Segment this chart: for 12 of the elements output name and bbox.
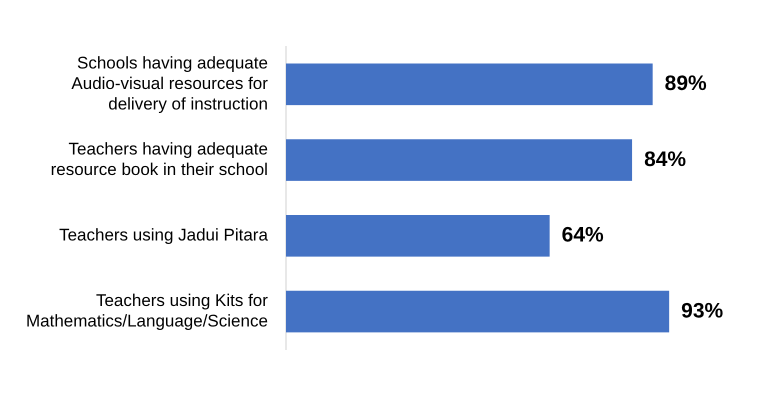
- data-label: 89%: [664, 72, 708, 96]
- data-label: 64%: [562, 224, 604, 247]
- y-tick-label: Teachers having adequate resource book in their school: [50, 140, 268, 179]
- y-tick-label: Schools having adequate Audio-visual resources for delivery of instruction: [71, 54, 268, 114]
- bar: [286, 139, 632, 181]
- data-label: 84%: [644, 148, 686, 171]
- bar: [286, 214, 550, 257]
- bar: [286, 63, 653, 106]
- y-tick-label: Teachers using Jadui Pitara: [59, 225, 268, 244]
- y-tick-label: Teachers using Kits for Mathematics/Language/Science: [26, 291, 268, 330]
- data-label: 93%: [681, 299, 724, 322]
- bar: [286, 290, 670, 332]
